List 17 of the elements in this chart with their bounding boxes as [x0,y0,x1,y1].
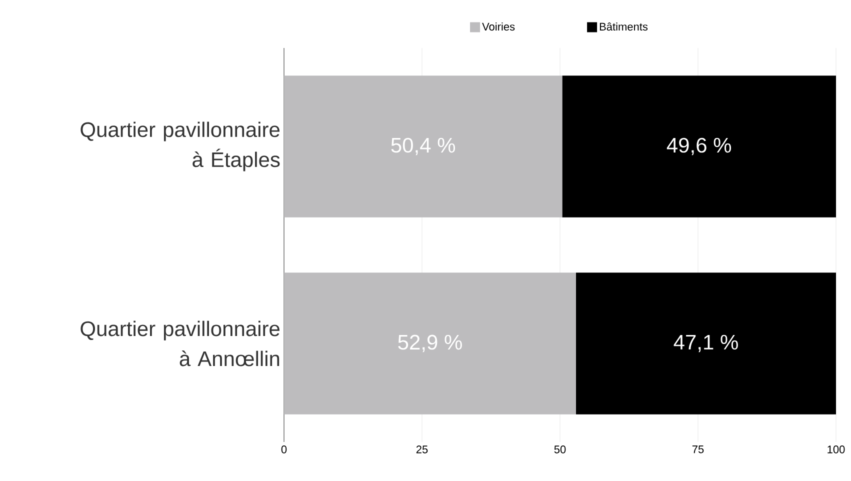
bar [562,76,836,218]
bar [576,272,836,414]
x-tick-label: 0 [281,446,287,454]
x-tick-label: 100 [828,446,845,454]
bar [284,272,576,414]
x-tick-label: 50 [554,446,566,454]
data-label: 50,4 % [391,138,456,156]
data-label: 52,9 % [398,334,462,352]
y-tick-label: Quartier pavillonnaire à Annœllin [80,320,280,366]
y-tick-label: Quartier pavillonnaire à Étaples [80,122,280,172]
bar [284,76,562,218]
x-tick-label: 75 [692,446,704,454]
x-tick-label: 25 [416,446,428,454]
data-label: 49,6 % [666,138,732,156]
legend-label: Voiries [482,22,515,31]
data-label: 47,1 % [674,334,738,352]
legend-label: Bâtiments [600,22,648,31]
